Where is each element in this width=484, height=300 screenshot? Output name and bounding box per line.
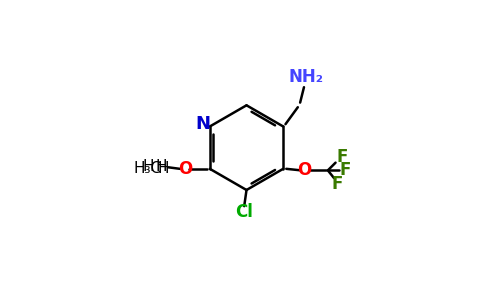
Text: Cl: Cl xyxy=(235,202,253,220)
Text: N: N xyxy=(196,115,211,133)
Text: O: O xyxy=(178,160,192,178)
Text: H: H xyxy=(156,159,167,174)
Text: H₃C: H₃C xyxy=(134,160,162,175)
Text: F: F xyxy=(336,148,348,166)
Text: O: O xyxy=(298,161,312,179)
Text: F: F xyxy=(339,161,350,179)
Text: NH₂: NH₂ xyxy=(288,68,323,86)
Text: F: F xyxy=(332,175,343,193)
Text: H: H xyxy=(158,160,169,175)
Text: H: H xyxy=(143,159,154,174)
